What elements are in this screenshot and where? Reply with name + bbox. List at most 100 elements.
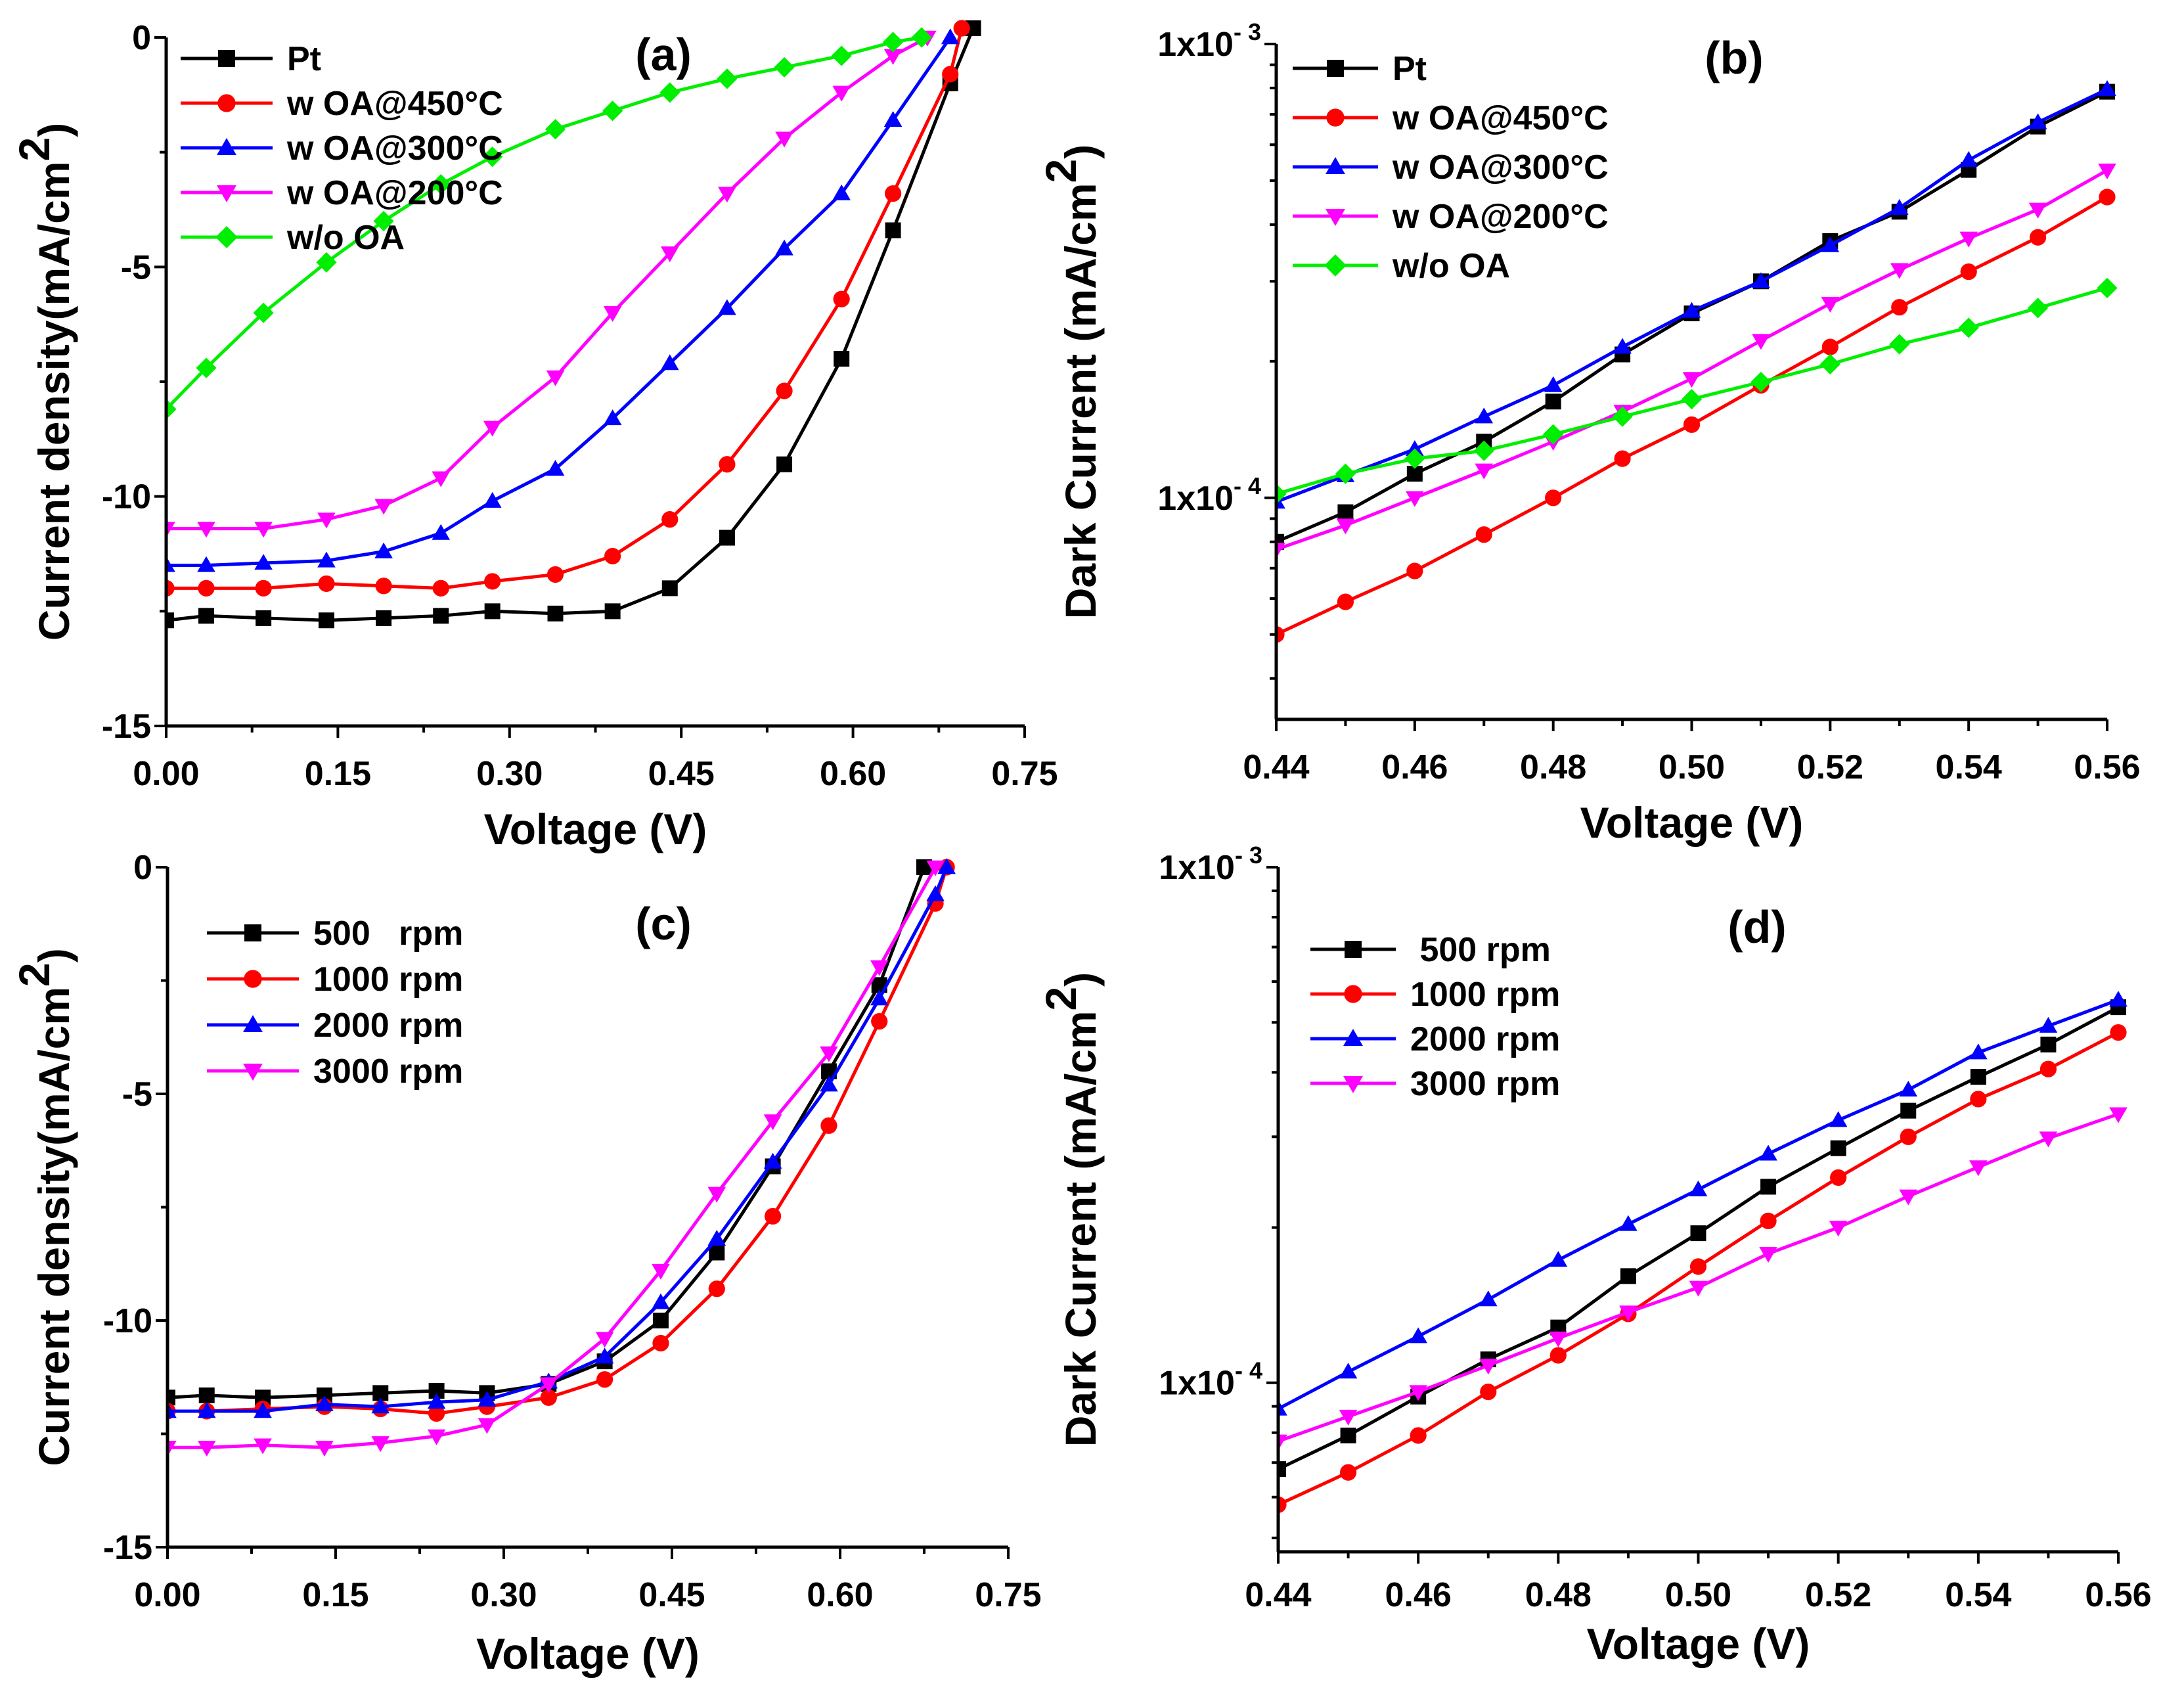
x-tick-label: 0.48 <box>1520 748 1586 786</box>
x-tick-label: 0.50 <box>1659 748 1725 786</box>
x-tick-label: 0.75 <box>975 1576 1041 1614</box>
data-point <box>718 299 736 315</box>
data-point <box>870 960 889 976</box>
data-point <box>166 579 175 597</box>
data-point <box>198 1387 215 1403</box>
y-tick-label: -15 <box>102 708 151 746</box>
data-point <box>831 45 852 66</box>
data-point <box>432 524 451 540</box>
data-point <box>1406 491 1424 507</box>
data-point <box>167 1402 177 1418</box>
legend-item-2000-rpm: 2000 rpm <box>1310 1020 1560 1058</box>
x-tick-label: 0.30 <box>476 755 543 793</box>
data-point <box>1890 263 1909 279</box>
series-line <box>167 867 948 1415</box>
data-point <box>1406 440 1424 456</box>
x-tick-label: 0.54 <box>1945 1576 2011 1614</box>
data-point <box>1335 463 1356 484</box>
data-point <box>765 1208 782 1225</box>
legend-label: w OA@450°C <box>286 85 503 123</box>
data-point <box>428 1405 445 1422</box>
data-point <box>1891 299 1908 316</box>
data-point <box>1819 353 1840 374</box>
series-line <box>167 867 948 1413</box>
legend-item-pt: Pt <box>1293 50 1427 88</box>
panel-label: (a) <box>635 29 692 80</box>
data-point <box>1475 526 1492 543</box>
data-point <box>1409 1327 1427 1344</box>
legend-label: 500 rpm <box>313 915 463 953</box>
data-point <box>254 1402 272 1418</box>
data-point <box>2027 298 2049 319</box>
data-point <box>1549 1251 1568 1267</box>
legend-label: 3000 rpm <box>313 1052 463 1091</box>
data-point <box>167 1441 177 1457</box>
data-point <box>719 530 735 546</box>
legend-item-pt: Pt <box>181 40 321 78</box>
panel-c: 0.00 0.15 0.30 0.45 0.60 0.75 0 -5 -10 -15 Voltage… <box>10 849 1042 1678</box>
data-point <box>660 354 679 371</box>
data-point <box>430 173 451 195</box>
x-tick-label: 0.50 <box>1665 1576 1731 1614</box>
series-w-oa-200-c <box>1276 163 2116 559</box>
legend-marker <box>217 185 236 202</box>
data-point <box>1475 407 1494 424</box>
data-point <box>1760 1179 1777 1195</box>
data-point <box>1276 626 1285 643</box>
series-1000-rpm <box>1278 1024 2127 1513</box>
data-point <box>2109 991 2128 1007</box>
legend-item-w-oa-300-c: w OA@300°C <box>1293 148 1609 187</box>
series-w-o-oa <box>1276 277 2118 505</box>
data-point <box>659 82 680 103</box>
y-tick-label: -15 <box>103 1529 152 1567</box>
data-point <box>1278 1461 1286 1478</box>
data-point <box>1830 1169 1847 1186</box>
legend-label: 3000 rpm <box>1410 1065 1560 1103</box>
data-point <box>2099 189 2116 206</box>
data-point <box>374 499 393 515</box>
data-point <box>652 1334 669 1352</box>
data-point <box>1829 1221 1848 1237</box>
data-point <box>1821 338 1839 355</box>
data-point <box>1759 1144 1777 1161</box>
y-tick-label: 1x10- 4 <box>1157 472 1261 518</box>
series-500-rpm <box>1278 999 2126 1478</box>
x-tick-label: 0.54 <box>1936 748 2002 786</box>
series-w-oa-200-c <box>166 30 937 538</box>
legend-item-w-o-oa: w/o OA <box>181 219 405 257</box>
legend-marker <box>1326 208 1345 226</box>
data-point <box>1614 450 1631 467</box>
data-point <box>820 1075 838 1092</box>
legend-item-w-oa-450-c: w OA@450°C <box>1293 99 1609 137</box>
data-point <box>376 610 392 626</box>
data-point <box>255 579 272 597</box>
x-tick-label: 0.48 <box>1525 1576 1592 1614</box>
series-line <box>166 35 929 531</box>
x-tick-label: 0.52 <box>1805 1576 1871 1614</box>
y-tick-label: -5 <box>122 1075 152 1114</box>
data-point <box>375 577 392 595</box>
data-point <box>1759 1246 1777 1263</box>
x-tick-label: 0.46 <box>1385 1576 1452 1614</box>
x-tick-label: 0.60 <box>820 755 886 793</box>
data-point <box>1410 1427 1427 1444</box>
data-point <box>1276 543 1285 559</box>
legend: 500 rpm 1000 rpm 2000 rpm 3000 rpm <box>1310 931 1560 1103</box>
series-line <box>1278 998 2119 1411</box>
y-tick-label: 0 <box>133 849 152 887</box>
data-point <box>660 246 679 263</box>
data-point <box>2039 1131 2058 1148</box>
y-axis-label-sup: 2 <box>10 137 58 162</box>
data-point <box>427 1429 446 1445</box>
legend-marker <box>1326 157 1345 175</box>
data-point <box>484 573 501 590</box>
y-axis-label: Dark Current (mA/cm2) <box>1036 972 1105 1447</box>
legend-marker <box>244 924 261 941</box>
legend: Pt w OA@450°C w OA@300°C w OA@200°C w/o OA <box>1293 50 1609 285</box>
legend-item-w-oa-200-c: w OA@200°C <box>1293 198 1609 236</box>
y-tick-label: 1x10- 3 <box>1157 18 1261 64</box>
data-point <box>1404 448 1425 469</box>
data-point <box>1959 231 1978 248</box>
data-point <box>604 603 621 620</box>
y-axis-label-close: ) <box>1056 972 1105 987</box>
